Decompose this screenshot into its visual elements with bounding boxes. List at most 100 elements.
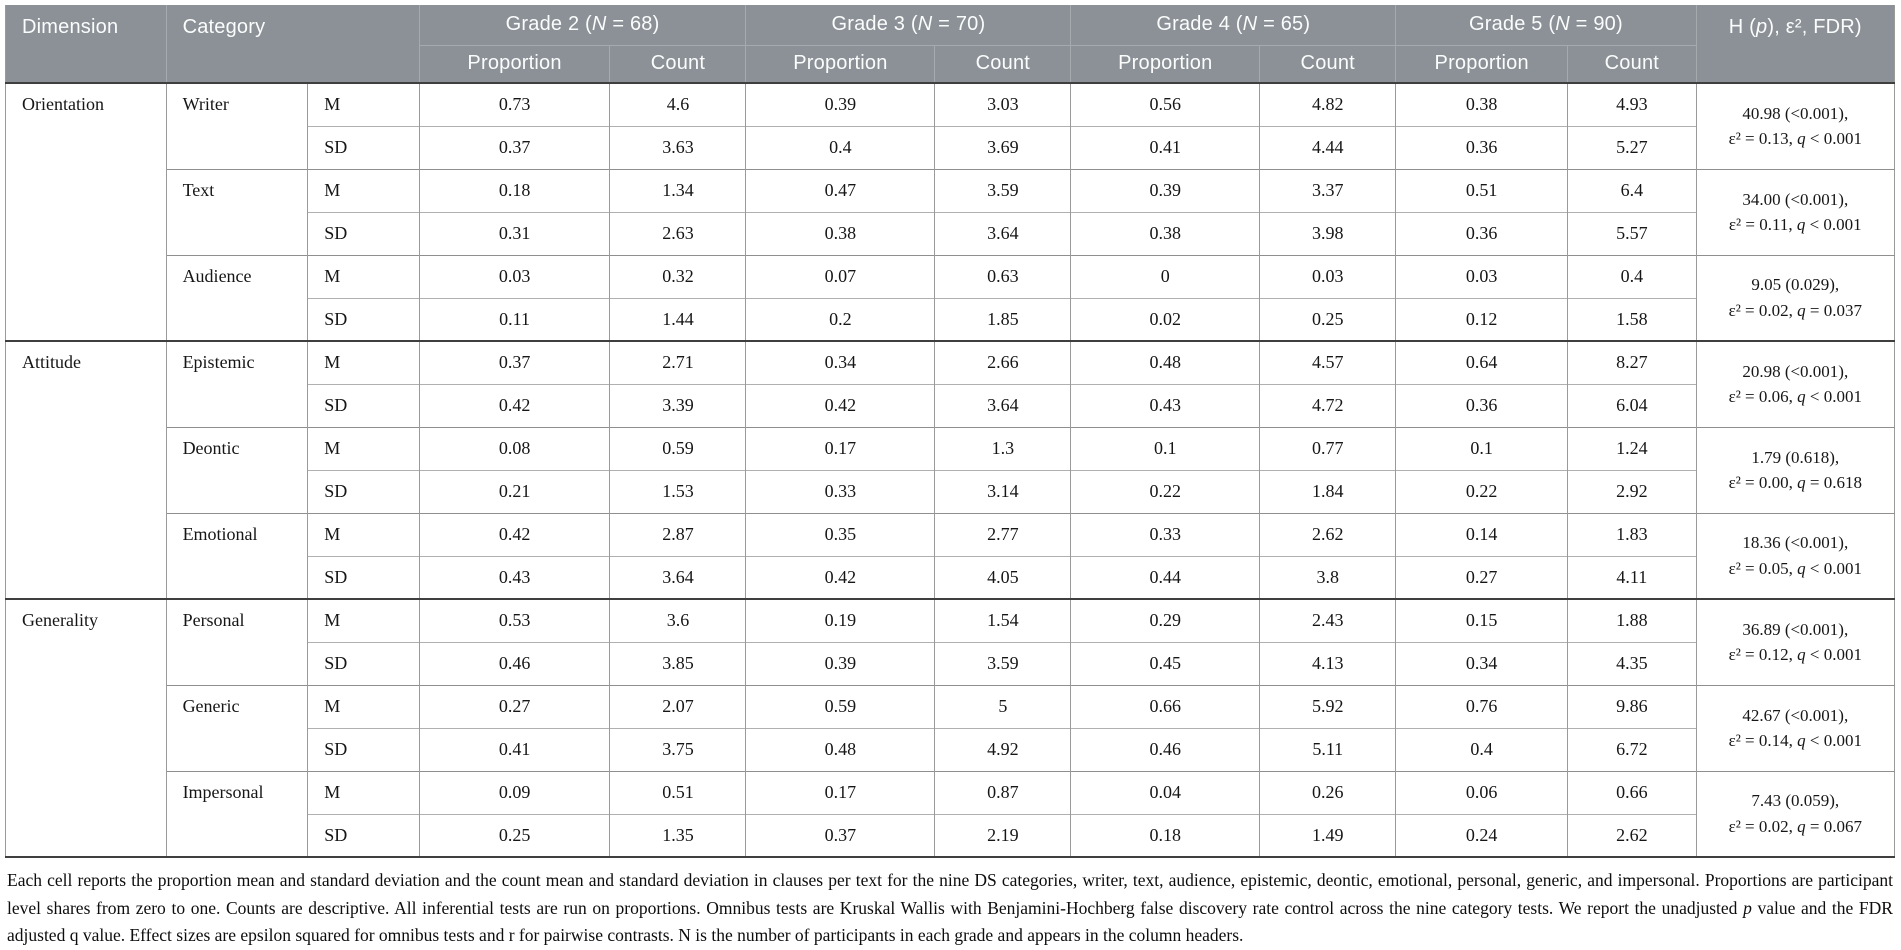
category-cell: Writer — [165, 82, 308, 169]
value-cell: 0.18 — [418, 168, 610, 212]
stat-line-1: 7.43 (0.059), — [1751, 791, 1840, 811]
value-cell: 4.92 — [934, 727, 1071, 771]
value-cell: 5 — [934, 684, 1071, 728]
italic-text-part: p — [1743, 897, 1752, 918]
results-table: Dimension Category Grade 2 (N = 68) Grade 3… — [5, 5, 1895, 858]
value-cell: 0.21 — [418, 469, 610, 513]
table-row: SD 0.43 3.64 0.42 4.05 0.44 3.8 0.27 4.11 — [6, 555, 1895, 599]
table-row: SD 0.46 3.85 0.39 3.59 0.45 4.13 0.34 4.35 — [6, 641, 1895, 685]
value-cell: 2.77 — [934, 512, 1071, 556]
col-header-grade-4: Grade 4 (N = 65) — [1070, 5, 1396, 46]
italic-text-part: N — [1242, 13, 1258, 36]
value-cell: 4.72 — [1259, 383, 1396, 427]
category-cell: Emotional — [165, 512, 308, 599]
value-cell: 0.25 — [1259, 297, 1396, 341]
value-cell: 3.64 — [609, 555, 746, 599]
value-cell: 0.45 — [1070, 641, 1260, 685]
value-cell: 4.35 — [1567, 641, 1697, 685]
value-cell: 0.37 — [745, 813, 935, 857]
value-cell: 0.43 — [418, 555, 610, 599]
value-cell: 0.51 — [1395, 168, 1568, 212]
stat-line-1: 9.05 (0.029), — [1751, 275, 1840, 295]
italic-text-part: q — [1796, 215, 1806, 234]
value-cell: 0.12 — [1395, 297, 1568, 341]
stat-line-2: ε² = 0.02, q = 0.037 — [1701, 298, 1890, 324]
stat-label-sd: SD — [307, 555, 420, 599]
value-cell: 0.17 — [745, 426, 935, 470]
table-row: Orientation Writer M 0.73 4.6 0.39 3.03 0.56 4.8… — [5, 82, 1895, 341]
value-cell: 0.38 — [1070, 211, 1260, 255]
stat-label-sd: SD — [307, 469, 420, 513]
text-part: Grade 4 ( — [1156, 13, 1243, 36]
value-cell: 0.34 — [745, 340, 935, 384]
value-cell: 1.44 — [609, 297, 746, 341]
text-part: Each cell reports the proportion mean an… — [7, 870, 1893, 918]
stat-cell: 42.67 (<0.001), ε² = 0.14, q < 0.001 — [1695, 684, 1895, 771]
stat-cell: 7.43 (0.059), ε² = 0.02, q = 0.067 — [1695, 770, 1895, 857]
value-cell: 0.19 — [745, 598, 935, 642]
stat-label-mean: M — [307, 684, 420, 728]
value-cell: 0.22 — [1395, 469, 1568, 513]
category-cell: Deontic — [165, 426, 308, 513]
italic-text-part: q — [1797, 816, 1806, 836]
value-cell: 0.22 — [1070, 469, 1260, 513]
value-cell: 0.4 — [1567, 254, 1697, 298]
stat-cell: 1.79 (0.618), ε² = 0.00, q = 0.618 — [1695, 426, 1895, 513]
value-cell: 0 — [1070, 254, 1260, 298]
stat-cell: 40.98 (<0.001), ε² = 0.13, q < 0.001 — [1695, 82, 1895, 169]
stat-line-1: 42.67 (<0.001), — [1742, 705, 1849, 725]
stat-line-2: ε² = 0.13, q < 0.001 — [1701, 126, 1890, 152]
value-cell: 3.03 — [934, 82, 1071, 126]
stat-line-1: 34.00 (<0.001), — [1742, 189, 1849, 209]
text-part: = 0.618 — [1805, 473, 1862, 492]
table-row: SD 0.41 3.75 0.48 4.92 0.46 5.11 0.4 6.72 — [6, 727, 1895, 771]
col-subheader-proportion: Proportion — [1070, 45, 1260, 83]
text-part: value and the FDR adjusted q value. Effe… — [7, 897, 1893, 946]
value-cell: 0.46 — [418, 641, 610, 685]
value-cell: 0.34 — [1395, 641, 1568, 685]
value-cell: 0.25 — [418, 813, 610, 857]
table-footnote: Each cell reports the proportion mean an… — [7, 867, 1893, 950]
dimension-cell: Orientation — [5, 82, 167, 341]
table-row: Text M 0.18 1.34 0.47 3.59 0.39 3.37 0.51 6.4 34.0… — [6, 168, 1895, 255]
value-cell: 1.58 — [1567, 297, 1697, 341]
value-cell: 0.32 — [609, 254, 746, 298]
value-cell: 0.39 — [745, 82, 935, 126]
text-part: ε² = 0.05, — [1728, 558, 1798, 578]
value-cell: 4.44 — [1259, 125, 1396, 169]
value-cell: 0.47 — [745, 168, 935, 212]
value-cell: 3.69 — [934, 125, 1071, 169]
italic-text-part: q — [1797, 558, 1806, 578]
value-cell: 1.54 — [934, 598, 1071, 642]
stat-label-sd: SD — [307, 383, 420, 427]
value-cell: 0.76 — [1395, 684, 1568, 728]
value-cell: 0.77 — [1259, 426, 1396, 470]
value-cell: 5.11 — [1259, 727, 1396, 771]
value-cell: 2.62 — [1259, 512, 1396, 556]
value-cell: 0.03 — [418, 254, 610, 298]
text-part: ε² = 0.02, — [1728, 300, 1798, 320]
table-row: Generality Personal M 0.53 3.6 0.19 1.54 0.29 2.… — [5, 598, 1895, 857]
value-cell: 2.71 — [609, 340, 746, 384]
value-cell: 4.11 — [1567, 555, 1697, 599]
value-cell: 3.64 — [934, 383, 1071, 427]
value-cell: 2.66 — [934, 340, 1071, 384]
value-cell: 4.93 — [1567, 82, 1697, 126]
value-cell: 0.63 — [934, 254, 1071, 298]
value-cell: 2.43 — [1259, 598, 1396, 642]
stat-label-sd: SD — [307, 813, 420, 857]
stat-cell: 18.36 (<0.001), ε² = 0.05, q < 0.001 — [1695, 512, 1895, 599]
table-row: SD 0.37 3.63 0.4 3.69 0.41 4.44 0.36 5.27 — [6, 125, 1895, 169]
value-cell: 0.44 — [1070, 555, 1260, 599]
value-cell: 0.08 — [418, 426, 610, 470]
value-cell: 2.07 — [609, 684, 746, 728]
value-cell: 1.85 — [934, 297, 1071, 341]
table-row: SD 0.31 2.63 0.38 3.64 0.38 3.98 0.36 5.57 — [6, 211, 1895, 255]
value-cell: 2.62 — [1567, 813, 1697, 857]
table-row: Impersonal M 0.09 0.51 0.17 0.87 0.04 0.26 0.06 0… — [6, 770, 1895, 857]
value-cell: 0.15 — [1395, 598, 1568, 642]
value-cell: 0.03 — [1395, 254, 1568, 298]
value-cell: 3.75 — [609, 727, 746, 771]
header-row-1: Dimension Category Grade 2 (N = 68) Grade 3… — [5, 5, 1895, 83]
value-cell: 0.66 — [1070, 684, 1260, 728]
